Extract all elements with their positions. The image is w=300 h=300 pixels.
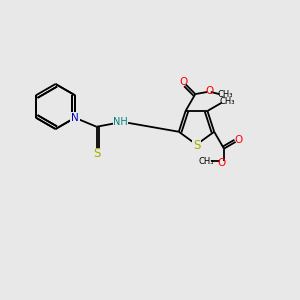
Text: O: O [205,86,213,96]
Text: CH₃: CH₃ [198,157,214,166]
Text: N: N [71,113,79,123]
Text: S: S [93,147,100,160]
Text: N: N [71,113,79,123]
Text: CH₃: CH₃ [219,97,235,106]
Text: NH: NH [113,117,128,127]
Text: O: O [218,158,226,168]
Text: O: O [235,135,243,146]
Text: O: O [179,77,188,87]
Text: S: S [193,139,200,152]
Text: CH₃: CH₃ [217,90,233,99]
